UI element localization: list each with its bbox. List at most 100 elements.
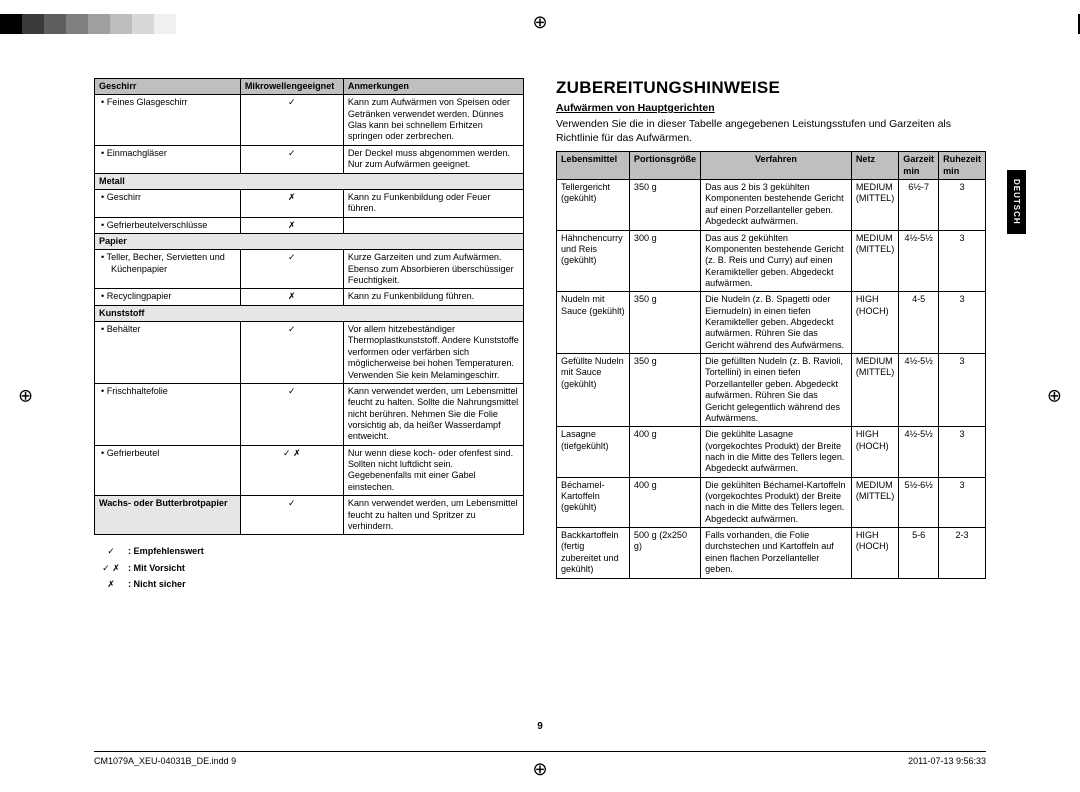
table-row: • Gefrierbeutelverschlüsse✗ xyxy=(95,217,524,233)
notes-cell: Kann verwendet werden, um Lebensmittel f… xyxy=(343,496,523,535)
cell: MEDIUM (MITTEL) xyxy=(851,477,898,527)
footer-timestamp: 2011-07-13 9:56:33 xyxy=(908,756,986,766)
cell: 500 g (2x250 g) xyxy=(629,528,700,578)
legend-symbol: ✓ xyxy=(94,543,128,559)
legend-row: ✗: Nicht sicher xyxy=(94,576,524,592)
cell: Béchamel-Kartoffeln (gekühlt) xyxy=(557,477,630,527)
suitability-cell: ✓ xyxy=(240,383,343,445)
cell: 5-6 xyxy=(899,528,939,578)
table-row: Kunststoff xyxy=(95,305,524,321)
cell: 350 g xyxy=(629,292,700,354)
table-row: Tellergericht (gekühlt)350 gDas aus 2 bi… xyxy=(557,180,986,230)
footer-filename: CM1079A_XEU-04031B_DE.indd 9 xyxy=(94,756,236,766)
section-cell: Metall xyxy=(95,173,524,189)
item-cell: • Teller, Becher, Servietten und Küchenp… xyxy=(95,250,241,289)
right-column: ZUBEREITUNGSHINWEISE Aufwärmen von Haupt… xyxy=(556,78,986,734)
cell: 400 g xyxy=(629,477,700,527)
col-verfahren: Verfahren xyxy=(701,152,852,180)
table-row: Backkartoffeln (fertig zubereitet und ge… xyxy=(557,528,986,578)
cell: 4½-5½ xyxy=(899,354,939,427)
left-column: Geschirr Mikrowellengeeignet Anmerkungen… xyxy=(94,78,524,734)
col-garzeit: Garzeit min xyxy=(899,152,939,180)
legend-row: ✓: Empfehlenswert xyxy=(94,543,524,559)
table-row: Lasagne (tiefgekühlt)400 gDie gekühlte L… xyxy=(557,427,986,477)
cell: 300 g xyxy=(629,230,700,292)
cell: MEDIUM (MITTEL) xyxy=(851,230,898,292)
suitability-cell: ✓ xyxy=(240,250,343,289)
cell: Das aus 2 bis 3 gekühlten Komponenten be… xyxy=(701,180,852,230)
section-subheading: Aufwärmen von Hauptgerichten xyxy=(556,102,986,114)
table-row: • Behälter✓Vor allem hitzebeständiger Th… xyxy=(95,322,524,384)
table-row: Béchamel-Kartoffeln (gekühlt)400 gDie ge… xyxy=(557,477,986,527)
color-bar-left xyxy=(0,14,176,34)
notes-cell: Kann zum Aufwärmen von Speisen oder Getr… xyxy=(343,95,523,145)
table-row: Gefüllte Nudeln mit Sauce (gekühlt)350 g… xyxy=(557,354,986,427)
cell: Hähnchencurry und Reis (gekühlt) xyxy=(557,230,630,292)
table-row: Papier xyxy=(95,233,524,249)
notes-cell: Kann zu Funkenbildung führen. xyxy=(343,289,523,305)
section-heading: ZUBEREITUNGSHINWEISE xyxy=(556,78,986,98)
print-footer: CM1079A_XEU-04031B_DE.indd 9 2011-07-13 … xyxy=(94,751,986,766)
cell: HIGH (HOCH) xyxy=(851,292,898,354)
table-row: • Einmachgläser✓Der Deckel muss abgenomm… xyxy=(95,145,524,173)
cell: Die gekühlte Lasagne (vorgekochtes Produ… xyxy=(701,427,852,477)
col-geschirr: Geschirr xyxy=(95,79,241,95)
cell: 4-5 xyxy=(899,292,939,354)
legend-label: : Empfehlenswert xyxy=(128,546,204,556)
item-cell: • Feines Glasgeschirr xyxy=(95,95,241,145)
intro-paragraph: Verwenden Sie die in dieser Tabelle ange… xyxy=(556,117,986,145)
cookware-table: Geschirr Mikrowellengeeignet Anmerkungen… xyxy=(94,78,524,535)
cell: 3 xyxy=(939,230,986,292)
notes-cell: Der Deckel muss abgenommen werden. Nur z… xyxy=(343,145,523,173)
suitability-cell: ✗ xyxy=(240,189,343,217)
page-spread: Geschirr Mikrowellengeeignet Anmerkungen… xyxy=(94,78,986,734)
reheating-table: Lebensmittel Portionsgröße Verfahren Net… xyxy=(556,151,986,578)
legend: ✓: Empfehlenswert✓ ✗: Mit Vorsicht✗: Nic… xyxy=(94,543,524,592)
item-cell: • Gefrierbeutelverschlüsse xyxy=(95,217,241,233)
cell: 350 g xyxy=(629,354,700,427)
table-row: Hähnchencurry und Reis (gekühlt)300 gDas… xyxy=(557,230,986,292)
section-cell: Kunststoff xyxy=(95,305,524,321)
cell: HIGH (HOCH) xyxy=(851,427,898,477)
legend-label: : Mit Vorsicht xyxy=(128,563,185,573)
col-mikrowelle: Mikrowellengeeignet xyxy=(240,79,343,95)
notes-cell: Kann verwendet werden, um Lebensmittel f… xyxy=(343,383,523,445)
legend-symbol: ✗ xyxy=(94,576,128,592)
cell: 3 xyxy=(939,292,986,354)
suitability-cell: ✗ xyxy=(240,289,343,305)
cell: 400 g xyxy=(629,427,700,477)
suitability-cell: ✓ xyxy=(240,95,343,145)
notes-cell: Kann zu Funkenbildung oder Feuer führen. xyxy=(343,189,523,217)
item-cell: • Frischhaltefolie xyxy=(95,383,241,445)
item-cell: • Einmachgläser xyxy=(95,145,241,173)
cell: MEDIUM (MITTEL) xyxy=(851,180,898,230)
col-netz: Netz xyxy=(851,152,898,180)
table-row: Metall xyxy=(95,173,524,189)
col-lebensmittel: Lebensmittel xyxy=(557,152,630,180)
cell: Die gekühlten Béchamel-Kartoffeln (vorge… xyxy=(701,477,852,527)
registration-mark-left: ⊕ xyxy=(18,386,33,407)
table-row: • Frischhaltefolie✓Kann verwendet werden… xyxy=(95,383,524,445)
suitability-cell: ✓ xyxy=(240,145,343,173)
item-cell: • Behälter xyxy=(95,322,241,384)
col-portion: Portionsgröße xyxy=(629,152,700,180)
col-anmerkungen: Anmerkungen xyxy=(343,79,523,95)
table-row: • Recyclingpapier✗Kann zu Funkenbildung … xyxy=(95,289,524,305)
table-row: • Gefrierbeutel✓ ✗Nur wenn diese koch- o… xyxy=(95,445,524,495)
cell: Backkartoffeln (fertig zubereitet und ge… xyxy=(557,528,630,578)
notes-cell: Vor allem hitzebeständiger Thermoplastku… xyxy=(343,322,523,384)
cell: Das aus 2 gekühlten Komponenten bestehen… xyxy=(701,230,852,292)
legend-row: ✓ ✗: Mit Vorsicht xyxy=(94,560,524,576)
cell: 3 xyxy=(939,180,986,230)
cell: 2-3 xyxy=(939,528,986,578)
cell: 5½-6½ xyxy=(899,477,939,527)
cell: Lasagne (tiefgekühlt) xyxy=(557,427,630,477)
language-side-tab: DEUTSCH xyxy=(1007,170,1026,234)
table-row: • Feines Glasgeschirr✓Kann zum Aufwärmen… xyxy=(95,95,524,145)
legend-label: : Nicht sicher xyxy=(128,579,186,589)
cell: 3 xyxy=(939,427,986,477)
cell: 3 xyxy=(939,477,986,527)
item-cell: • Gefrierbeutel xyxy=(95,445,241,495)
cell: HIGH (HOCH) xyxy=(851,528,898,578)
cell: MEDIUM (MITTEL) xyxy=(851,354,898,427)
